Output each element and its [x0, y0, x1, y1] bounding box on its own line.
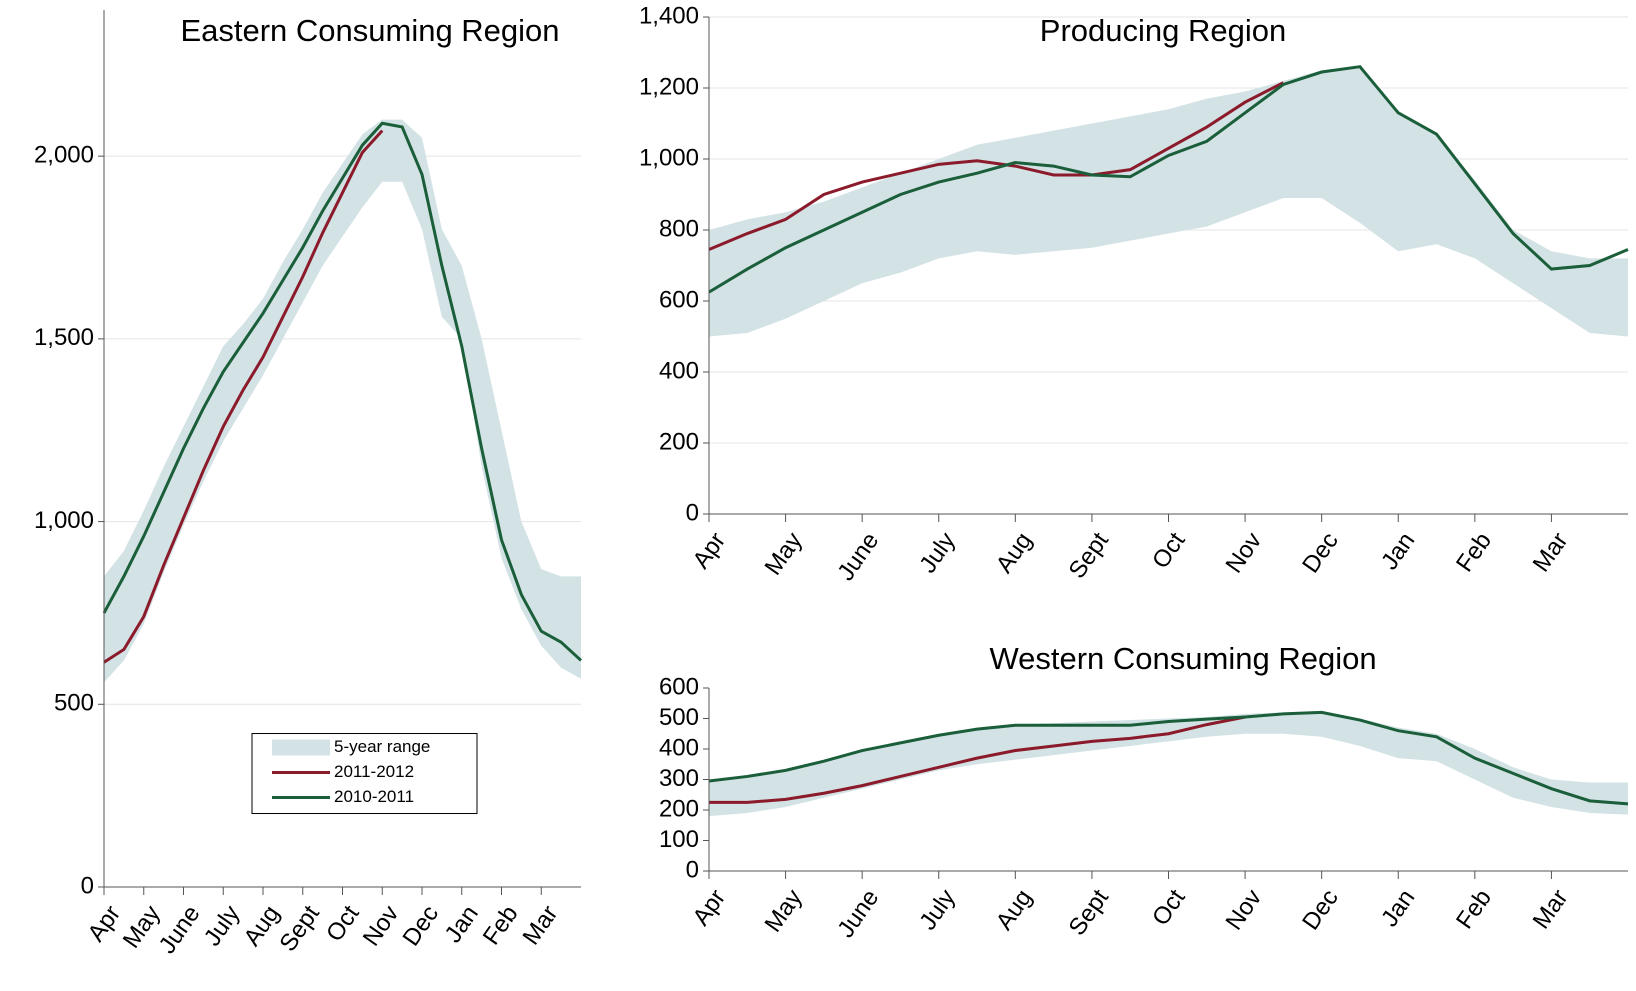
x-tick-label: June: [832, 885, 884, 943]
x-tick-label: Sept: [1064, 884, 1115, 940]
y-tick-label: 400: [659, 357, 699, 384]
x-tick-label: Feb: [1451, 528, 1497, 577]
y-tick-label: 1,500: [34, 324, 94, 351]
series-line: [102, 121, 583, 662]
x-tick-label: Aug: [991, 528, 1038, 578]
x-tick-label: Aug: [991, 885, 1038, 935]
x-tick-label: May: [760, 528, 808, 581]
x-tick-label: Sept: [1064, 527, 1115, 583]
x-tick-label: Mar: [518, 901, 564, 950]
x-tick-label: Jan: [1376, 528, 1420, 575]
x-tick-label: Feb: [1451, 885, 1497, 934]
y-tick-label: 2,000: [34, 142, 94, 169]
x-tick-label: Nov: [1221, 528, 1268, 578]
y-tick-label: 800: [659, 215, 699, 242]
y-tick-label: 300: [659, 765, 699, 792]
legend-label: 2011-2012: [334, 762, 414, 781]
x-tick-label: Oct: [1147, 884, 1191, 930]
y-tick-label: 0: [81, 872, 94, 899]
series-line: [709, 715, 1246, 804]
x-tick-label: June: [154, 901, 206, 959]
y-tick-label: 1,400: [639, 2, 699, 29]
range-area: [709, 66, 1628, 337]
series-line: [708, 65, 1629, 294]
y-tick-label: 500: [659, 704, 699, 731]
series-line: [708, 81, 1285, 251]
legend-label: 2010-2011: [334, 787, 414, 806]
x-tick-label: Jan: [440, 901, 484, 948]
y-tick-label: 1,200: [639, 73, 699, 100]
x-tick-label: June: [832, 528, 884, 586]
x-tick-label: Nov: [358, 901, 405, 951]
x-tick-label: Mar: [1528, 885, 1574, 934]
y-tick-label: 200: [659, 795, 699, 822]
x-tick-label: Nov: [1221, 885, 1268, 935]
range-area: [709, 710, 1628, 817]
x-tick-label: Dec: [398, 901, 445, 951]
chart-title: Western Consuming Region: [989, 641, 1376, 676]
x-tick-label: May: [760, 885, 808, 938]
y-tick-label: 100: [659, 826, 699, 853]
x-tick-label: July: [199, 901, 246, 951]
x-tick-label: Oct: [321, 900, 365, 946]
x-tick-label: Oct: [1147, 527, 1191, 573]
x-tick-label: Dec: [1297, 528, 1344, 578]
y-tick-label: 0: [686, 856, 699, 883]
x-tick-label: Sept: [274, 900, 325, 956]
y-tick-label: 600: [659, 673, 699, 700]
y-tick-label: 500: [54, 690, 94, 717]
range-area: [104, 119, 581, 683]
y-tick-label: 400: [659, 734, 699, 761]
y-tick-label: 200: [659, 428, 699, 455]
y-tick-label: 600: [659, 286, 699, 313]
y-tick-label: 1,000: [639, 144, 699, 171]
chart-title: Eastern Consuming Region: [180, 13, 559, 48]
x-tick-label: Apr: [688, 528, 732, 574]
x-tick-label: Apr: [688, 885, 732, 931]
chart-title: Producing Region: [1040, 13, 1286, 48]
x-tick-label: Feb: [478, 901, 524, 950]
series-line: [708, 710, 1629, 806]
legend-swatch: [272, 739, 330, 756]
x-tick-label: Mar: [1528, 528, 1574, 577]
x-tick-label: Dec: [1297, 885, 1344, 935]
x-tick-label: Jan: [1376, 885, 1420, 932]
legend-label: 5-year range: [334, 737, 430, 756]
series-line: [103, 129, 384, 664]
x-tick-label: July: [914, 528, 961, 578]
y-tick-label: 0: [686, 499, 699, 526]
y-tick-label: 1,000: [34, 507, 94, 534]
x-tick-label: July: [914, 885, 961, 935]
